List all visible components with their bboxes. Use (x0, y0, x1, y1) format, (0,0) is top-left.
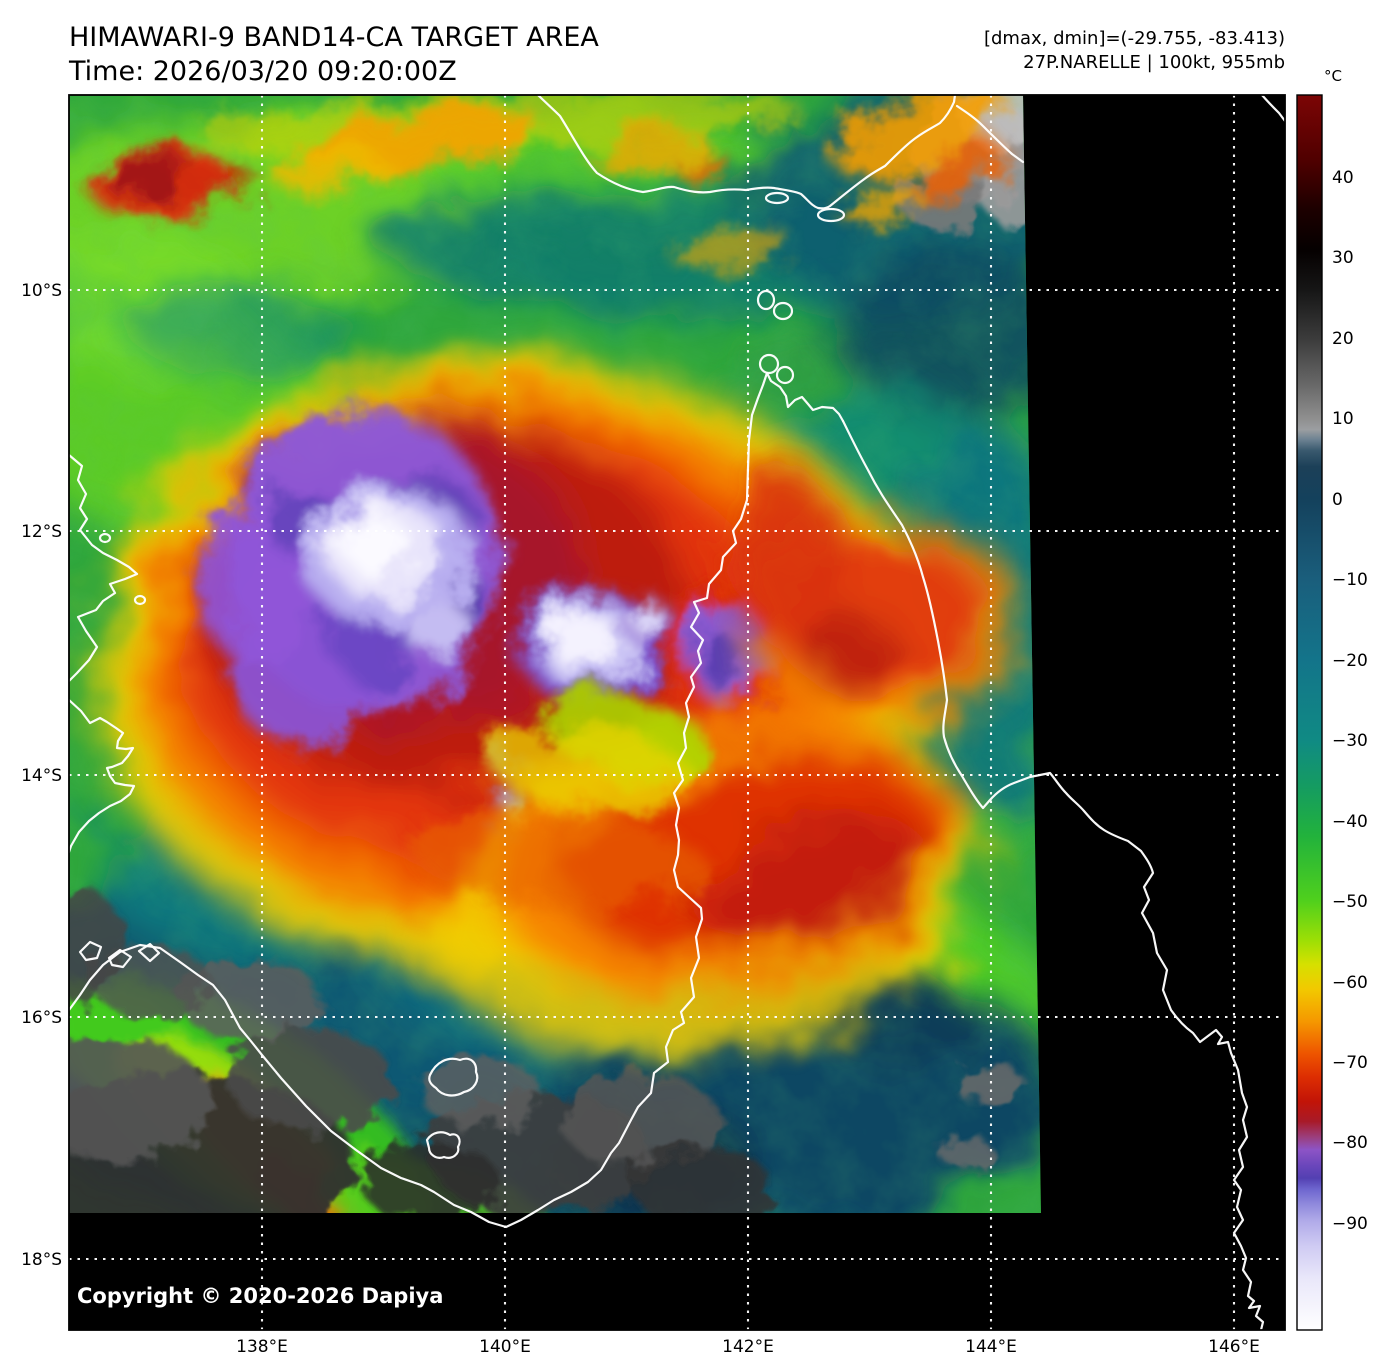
inner-spiral-gap (410, 690, 713, 910)
colorbar-tick: −20 (1332, 651, 1368, 671)
colorbar-tick: 30 (1332, 248, 1354, 268)
lat-tick: 10°S (21, 281, 62, 301)
cyclone-cloud-canopy (90, 360, 1025, 1055)
lon-tick: 144°E (965, 1337, 1017, 1357)
storm-annotation: 27P.NARELLE | 100kt, 955mb (1023, 52, 1285, 73)
lat-tick: 18°S (21, 1250, 62, 1270)
colorbar-tick: −50 (1332, 892, 1368, 912)
lat-tick: 12°S (21, 522, 62, 542)
lat-tick: 16°S (21, 1008, 62, 1028)
figure-title: HIMAWARI-9 BAND14-CA TARGET AREA (69, 22, 599, 53)
lon-tick: 138°E (236, 1337, 288, 1357)
colorbar-tick: 40 (1332, 168, 1354, 188)
colorbar-gradient (1296, 94, 1323, 1331)
coastlines (69, 95, 1285, 1330)
lat-tick: 14°S (21, 766, 62, 786)
figure-timestamp: Time: 2026/03/20 09:20:00Z (68, 56, 457, 87)
colorbar-tick: 10 (1332, 409, 1354, 429)
plot-frame (68, 94, 1286, 1331)
dmax-dmin-annotation: [dmax, dmin]=(-29.755, -83.413) (984, 28, 1285, 49)
coastline-gulf-carpentaria (69, 371, 769, 1229)
colorbar-tick: −40 (1332, 812, 1368, 832)
colorbar-tick: −10 (1332, 570, 1368, 590)
southern-rainband (432, 472, 1025, 1055)
lon-tick: 142°E (722, 1337, 774, 1357)
satellite-ir-imagery (69, 95, 1041, 1213)
colorbar-unit-label: °C (1324, 67, 1342, 85)
colorbar-tick: −70 (1332, 1053, 1368, 1073)
latlon-gridlines (69, 95, 1285, 1330)
cold-overshooting-tops (197, 410, 786, 851)
latitude-tick-labels: 10°S 12°S 14°S 16°S 18°S (21, 281, 62, 1270)
lon-tick: 140°E (479, 1337, 531, 1357)
coastline-pellew-islands (78, 940, 103, 962)
colorbar-tick: −80 (1332, 1133, 1368, 1153)
coastline-mornington-island (428, 1057, 479, 1097)
coastline-arnhem-land (69, 453, 139, 683)
longitude-tick-labels: 138°E 140°E 142°E 144°E 146°E (236, 1337, 1260, 1357)
copyright-notice: Copyright © 2020-2026 Dapiya (77, 1284, 443, 1308)
coastline-bentinck-island (425, 1131, 461, 1159)
coastline-queensland-east (841, 419, 1265, 1330)
coastline-new-guinea (536, 95, 957, 210)
colorbar-tick: −30 (1332, 731, 1368, 751)
colorbar-tick: −60 (1332, 973, 1368, 993)
colorbar-tick: −90 (1332, 1214, 1368, 1234)
colorbar-tick: 20 (1332, 329, 1354, 349)
coastline-cape-york-tip (765, 371, 845, 423)
northern-convective-streaks (88, 95, 1006, 269)
colorbar-tick-labels: 40 30 20 10 0 −10 −20 −30 −40 −50 −60 −7… (1332, 168, 1368, 1234)
colorbar-tick: 0 (1332, 490, 1343, 510)
lon-tick: 146°E (1208, 1337, 1260, 1357)
temperature-colorbar: 40 30 20 10 0 −10 −20 −30 −40 −50 −60 −7… (1296, 94, 1368, 1331)
